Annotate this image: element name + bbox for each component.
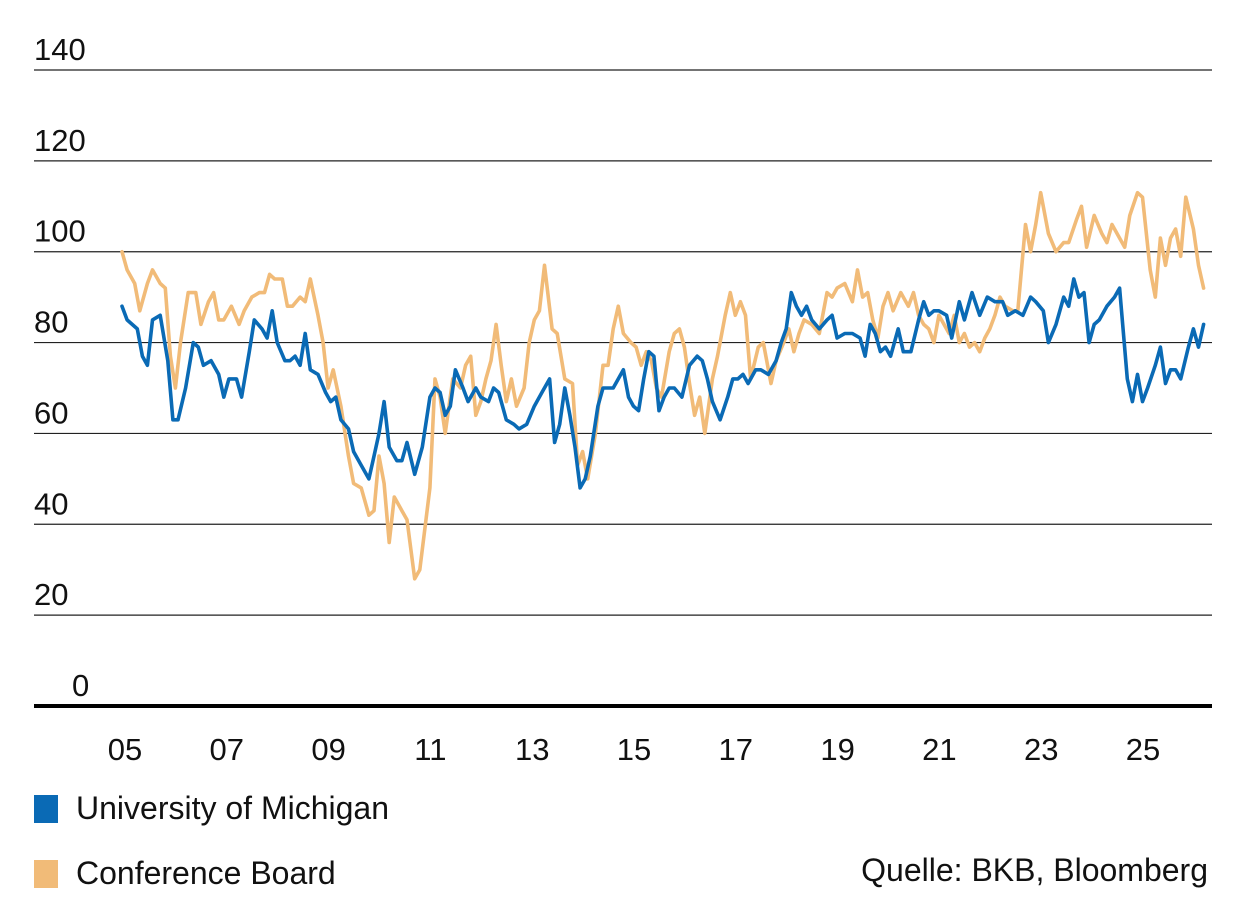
y-tick-label: 100 — [34, 214, 86, 249]
y-tick-label: 120 — [34, 123, 86, 158]
source-note: Quelle: BKB, Bloomberg — [861, 852, 1208, 888]
y-tick-label: 60 — [34, 395, 68, 430]
y-tick-label: 80 — [34, 305, 68, 340]
x-tick-label: 23 — [1024, 732, 1058, 767]
x-axis-ticks: 05 07 09 11 13 15 17 19 21 23 25 — [108, 732, 1160, 767]
x-tick-label: 09 — [311, 732, 345, 767]
legend-swatch-conference-board — [34, 859, 58, 888]
line-chart: 0 20 40 60 80 100 120 140 05 07 09 11 13 15 17 19 21 23 2… — [34, 32, 1212, 767]
legend-label-michigan: University of Michigan — [76, 790, 389, 826]
x-tick-label: 15 — [617, 732, 651, 767]
legend-item-michigan: University of Michigan — [34, 790, 389, 827]
series-lines — [120, 190, 1206, 581]
legend-swatch-michigan — [34, 794, 58, 823]
gridlines — [34, 69, 1212, 616]
y-tick-label: 40 — [34, 486, 68, 521]
x-tick-label: 21 — [922, 732, 956, 767]
y-tick-label: 0 — [72, 668, 89, 703]
y-tick-label: 20 — [34, 577, 68, 612]
y-axis-ticks: 0 20 40 60 80 100 120 140 — [34, 32, 89, 703]
x-tick-label: 07 — [210, 732, 244, 767]
x-tick-label: 17 — [719, 732, 753, 767]
y-tick-label: 140 — [34, 32, 86, 67]
x-tick-label: 13 — [515, 732, 549, 767]
legend-item-conference-board: Conference Board — [34, 855, 336, 892]
x-tick-label: 11 — [414, 732, 446, 767]
x-tick-label: 25 — [1126, 732, 1160, 767]
x-tick-label: 05 — [108, 732, 142, 767]
series-line-michigan — [120, 277, 1206, 490]
series-line-conference-board — [120, 190, 1206, 581]
x-tick-label: 19 — [820, 732, 854, 767]
legend-label-conference-board: Conference Board — [76, 855, 336, 891]
